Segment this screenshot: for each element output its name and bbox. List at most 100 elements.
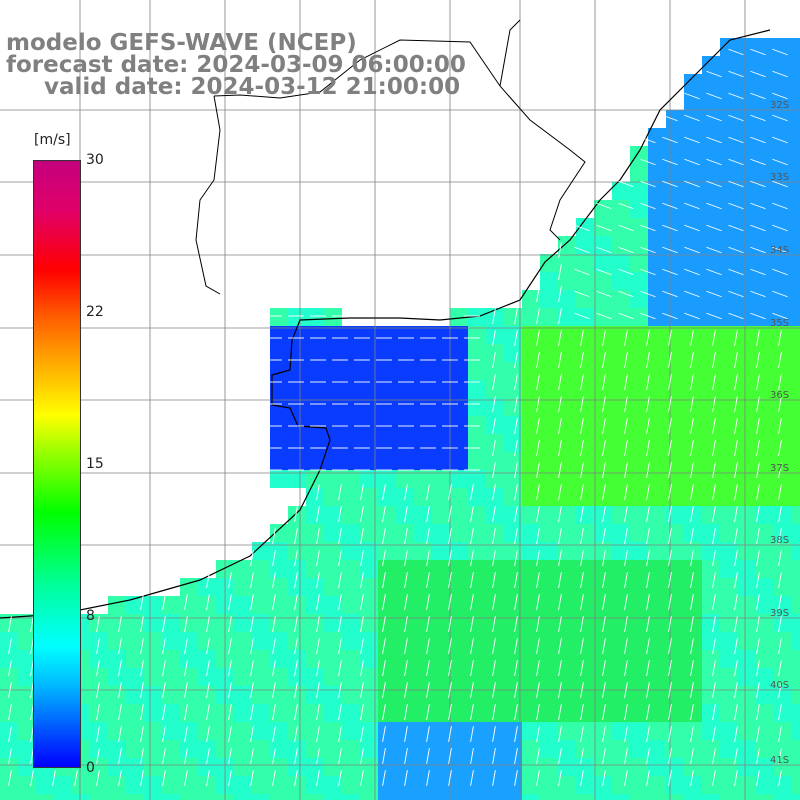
- field-cell: [774, 722, 792, 740]
- field-cell: [450, 542, 468, 560]
- wind-arrow: [750, 312, 766, 320]
- wind-arrow: [250, 572, 254, 588]
- wind-arrow: [426, 616, 430, 632]
- wind-arrow: [470, 638, 474, 654]
- field-cell: [432, 578, 450, 596]
- field-cell: [342, 776, 360, 794]
- wind-arrow: [514, 396, 518, 412]
- wind-arrow: [382, 704, 386, 720]
- field-cell: [468, 668, 486, 686]
- field-cell: [108, 794, 126, 800]
- wind-arrow: [756, 374, 760, 390]
- field-cell: [558, 272, 576, 290]
- field-cell: [576, 776, 594, 794]
- wind-arrow: [360, 682, 364, 698]
- wind-arrow: [684, 202, 700, 210]
- field-cell: [648, 470, 666, 488]
- wind-arrow: [162, 704, 166, 720]
- field-cell: [450, 416, 468, 434]
- field-cell: [774, 668, 792, 686]
- field-cell: [774, 290, 792, 308]
- wind-arrow: [624, 616, 628, 632]
- field-cell: [288, 470, 306, 488]
- wind-arrow: [728, 202, 744, 210]
- wind-arrow: [646, 506, 650, 522]
- field-cell: [342, 758, 360, 776]
- field-cell: [576, 560, 594, 578]
- field-cell: [360, 542, 378, 560]
- field-cell: [360, 560, 378, 578]
- field-cell: [792, 254, 800, 272]
- field-cell: [378, 326, 396, 344]
- wind-arrow: [580, 616, 584, 632]
- field-cell: [342, 668, 360, 686]
- field-cell: [720, 434, 738, 452]
- field-cell: [792, 632, 800, 650]
- field-cell: [774, 326, 792, 344]
- field-cell: [576, 434, 594, 452]
- field-cell: [378, 524, 396, 542]
- field-cell: [612, 344, 630, 362]
- wind-arrow: [206, 572, 210, 588]
- field-cell: [504, 344, 522, 362]
- field-cell: [522, 596, 540, 614]
- field-cell: [378, 362, 396, 380]
- field-cell: [558, 236, 576, 254]
- field-cell: [504, 722, 522, 740]
- field-cell: [180, 686, 198, 704]
- field-cell: [648, 272, 666, 290]
- colorbar-unit: [m/s]: [34, 132, 71, 148]
- wind-arrow: [640, 246, 656, 254]
- wind-arrow: [492, 550, 496, 566]
- wind-arrow: [426, 682, 430, 698]
- wind-arrow: [536, 352, 540, 368]
- wind-arrow: [734, 704, 738, 720]
- wind-arrow: [514, 748, 518, 764]
- wind-arrow: [624, 704, 628, 720]
- wind-arrow: [728, 180, 744, 188]
- wind-arrow: [684, 180, 700, 188]
- field-cell: [630, 362, 648, 380]
- field-cell: [612, 254, 630, 272]
- field-cell: [792, 290, 800, 308]
- wind-arrow: [618, 268, 634, 276]
- field-cell: [324, 596, 342, 614]
- wind-arrow: [558, 638, 562, 654]
- field-cell: [324, 650, 342, 668]
- field-cell: [774, 488, 792, 506]
- wind-arrow: [756, 748, 760, 764]
- field-cell: [684, 470, 702, 488]
- field-cell: [126, 740, 144, 758]
- field-cell: [666, 740, 684, 758]
- wind-arrow: [404, 638, 408, 654]
- field-cell: [468, 632, 486, 650]
- wind-arrow: [778, 748, 782, 764]
- field-cell: [792, 542, 800, 560]
- wind-arrow: [184, 748, 188, 764]
- field-cell: [18, 758, 36, 776]
- field-cell: [648, 380, 666, 398]
- wind-arrow: [448, 660, 452, 676]
- wind-arrow: [602, 506, 606, 522]
- field-cell: [450, 344, 468, 362]
- wind-arrow: [30, 704, 34, 720]
- wind-arrow: [712, 396, 716, 412]
- wind-arrow: [756, 770, 760, 786]
- wind-arrow: [536, 726, 540, 742]
- field-cell: [792, 362, 800, 380]
- field-cell: [360, 686, 378, 704]
- field-cell: [540, 362, 558, 380]
- wind-arrow: [624, 770, 628, 786]
- field-cell: [468, 380, 486, 398]
- field-cell: [432, 434, 450, 452]
- wind-arrow: [706, 246, 722, 254]
- field-cell: [162, 614, 180, 632]
- field-cell: [414, 722, 432, 740]
- field-cell: [468, 758, 486, 776]
- field-cell: [702, 632, 720, 650]
- field-cell: [576, 470, 594, 488]
- field-cell: [288, 362, 306, 380]
- field-cell: [702, 470, 720, 488]
- field-cell: [522, 524, 540, 542]
- field-cell: [666, 254, 684, 272]
